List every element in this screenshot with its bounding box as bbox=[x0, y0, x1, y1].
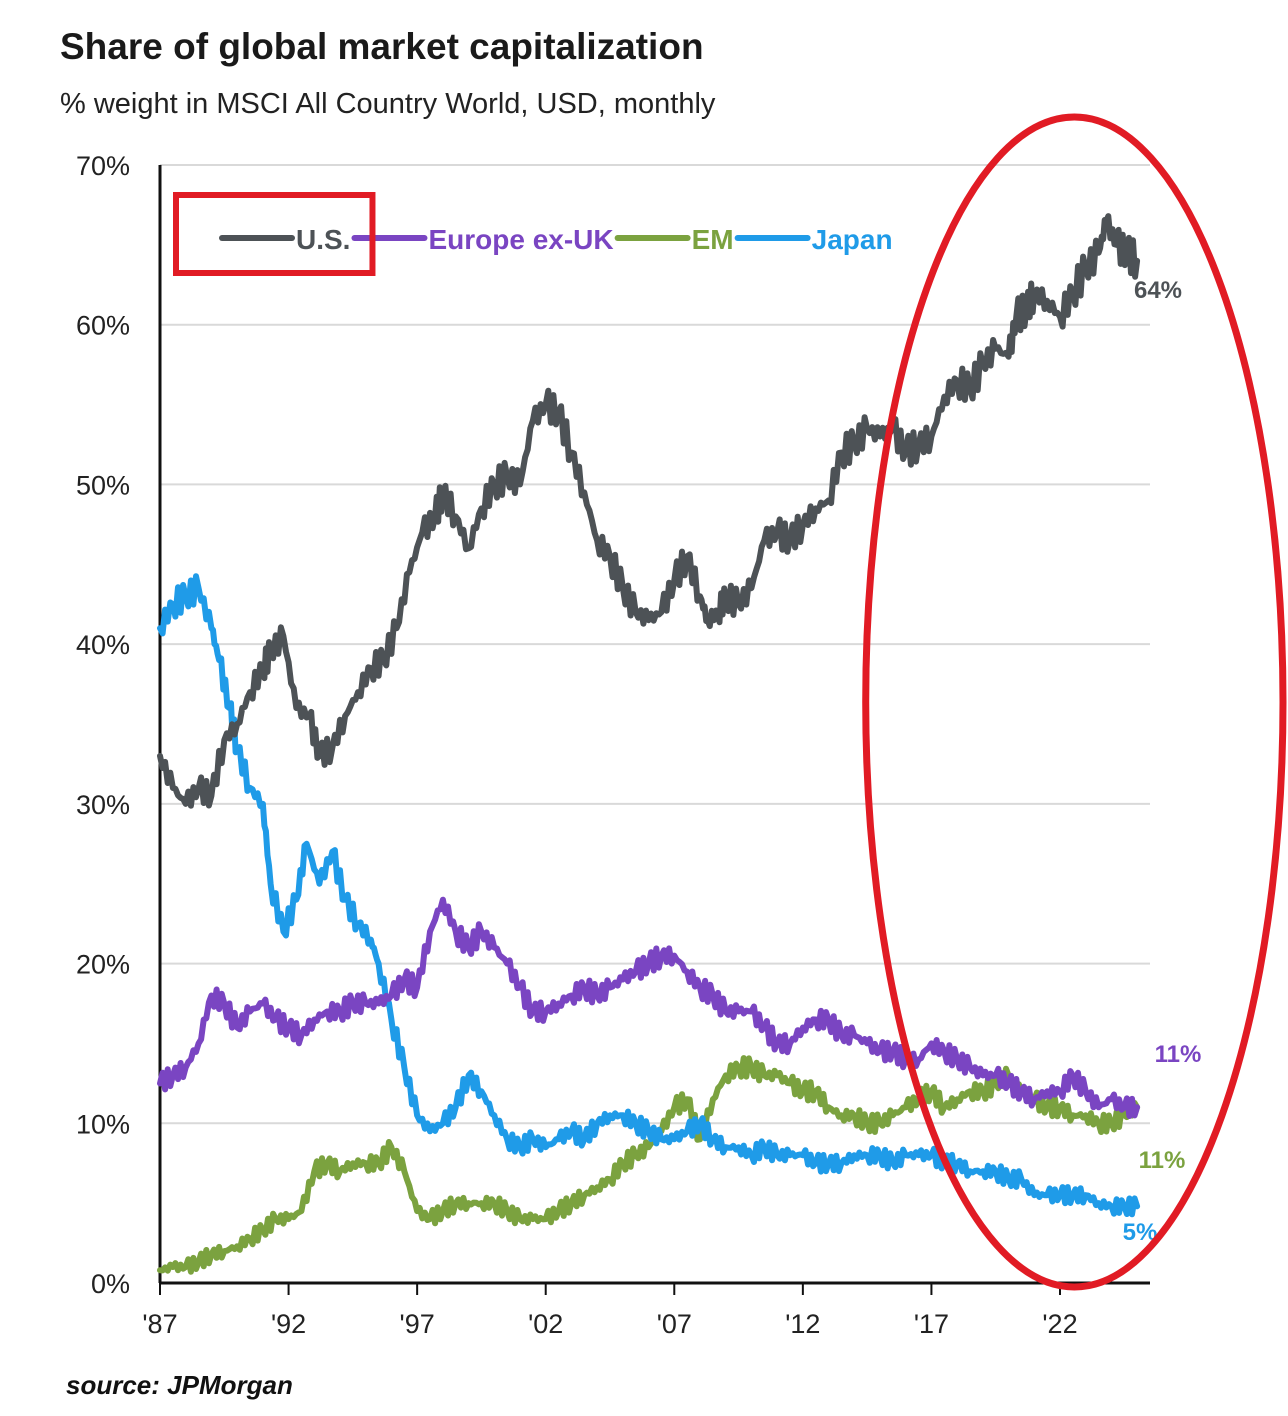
legend-item-u-s: U.S. bbox=[219, 224, 350, 255]
series-line-u-s bbox=[157, 213, 1141, 809]
y-tick-label: 70% bbox=[76, 151, 130, 181]
gridlines bbox=[160, 164, 1150, 1125]
y-tick-label: 0% bbox=[91, 1269, 130, 1299]
x-tick-label: '87 bbox=[142, 1309, 177, 1339]
legend-item-japan: Japan bbox=[734, 224, 893, 255]
highlight-ellipse bbox=[862, 113, 1287, 1291]
y-tick-label: 40% bbox=[76, 630, 130, 660]
series-lines bbox=[157, 213, 1141, 1275]
chart-title: Share of global market capitalization bbox=[60, 26, 704, 67]
y-tick-label: 10% bbox=[76, 1109, 130, 1139]
end-labels: 64%11%11%5% bbox=[1123, 277, 1202, 1246]
end-label-europe-ex-uk: 11% bbox=[1155, 1041, 1202, 1068]
x-tick-label: '92 bbox=[271, 1309, 306, 1339]
y-tick-label: 50% bbox=[76, 470, 130, 500]
y-tick-label: 60% bbox=[76, 311, 130, 341]
legend-item-europe-ex-uk: Europe ex-UK bbox=[351, 224, 614, 255]
series-line-europe-ex-uk bbox=[157, 896, 1141, 1119]
x-tick-label: '12 bbox=[785, 1309, 820, 1339]
legend-item-em: EM bbox=[614, 224, 734, 255]
chart-subtitle: % weight in MSCI All Country World, USD,… bbox=[60, 88, 716, 120]
x-tick-label: '97 bbox=[400, 1309, 435, 1339]
legend-label: Europe ex-UK bbox=[428, 224, 613, 255]
end-label-u-s: 64% bbox=[1134, 277, 1182, 304]
series-line-em bbox=[157, 1055, 1141, 1275]
x-tick-label: '07 bbox=[657, 1309, 692, 1339]
series-line-japan bbox=[157, 573, 1141, 1218]
legend: U.S. Europe ex-UK EM Japan bbox=[219, 224, 893, 255]
x-tick-label: '22 bbox=[1042, 1309, 1077, 1339]
legend-label: Japan bbox=[812, 224, 893, 255]
legend-label: EM bbox=[692, 224, 734, 255]
legend-highlight-box bbox=[173, 192, 376, 276]
x-tick-label: '02 bbox=[528, 1309, 563, 1339]
y-tick-label: 30% bbox=[76, 790, 130, 820]
source-note: source: JPMorgan bbox=[66, 1370, 293, 1400]
y-tick-label: 20% bbox=[76, 950, 130, 980]
legend-label: U.S. bbox=[296, 224, 350, 255]
y-axis-ticks: 0% 10% 20% 30% 40% 50% 60% 70% bbox=[76, 151, 130, 1299]
end-label-em: 11% bbox=[1139, 1147, 1186, 1174]
x-tick-label: '17 bbox=[914, 1309, 949, 1339]
x-axis-ticks: '87 '92 '97 '02 '07 '12 '17 '22 bbox=[142, 1283, 1078, 1339]
